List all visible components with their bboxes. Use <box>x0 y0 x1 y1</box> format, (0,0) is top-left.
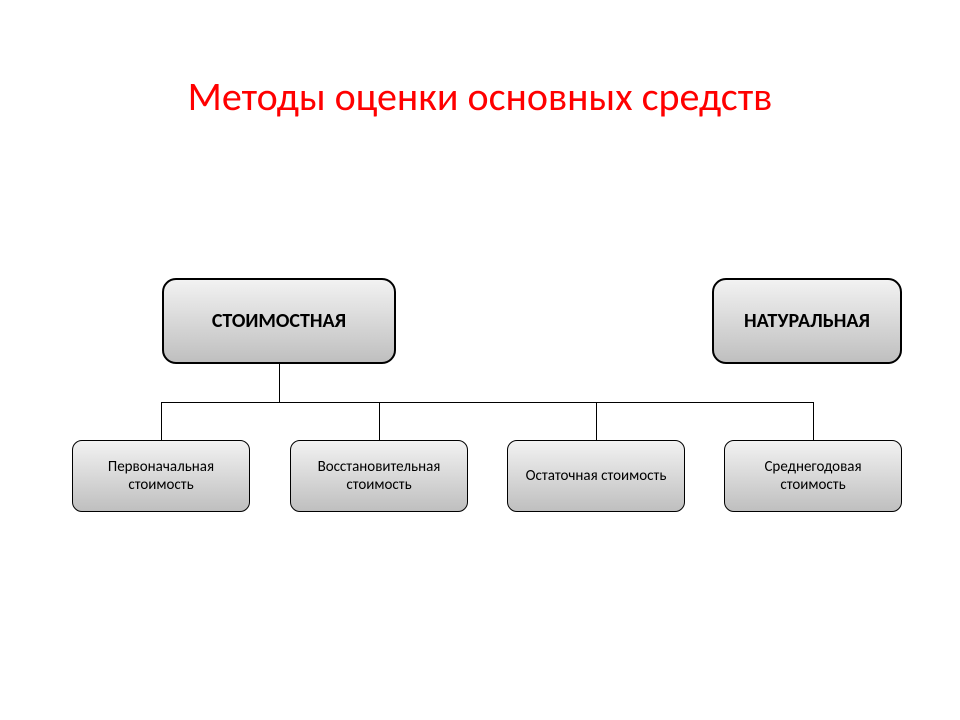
node-cost-based: СТОИМОСТНАЯ <box>162 278 396 364</box>
connector-child-0 <box>161 402 162 440</box>
node-initial-cost: Первоначальная стоимость <box>72 440 250 512</box>
node-initial-cost-label: Первоначальная стоимость <box>79 458 243 494</box>
connector-child-1 <box>379 402 380 440</box>
connector-child-2 <box>596 402 597 440</box>
node-replacement-cost-label: Восстановительная стоимость <box>297 458 461 494</box>
connector-bus <box>161 402 813 403</box>
node-residual-cost-label: Остаточная стоимость <box>526 467 667 485</box>
node-residual-cost: Остаточная стоимость <box>507 440 685 512</box>
connector-child-3 <box>813 402 814 440</box>
connector-parent-drop <box>279 364 280 402</box>
node-cost-based-label: СТОИМОСТНАЯ <box>212 309 346 333</box>
slide: Методы оценки основных средств СТОИМОСТН… <box>0 0 960 720</box>
node-natural: НАТУРАЛЬНАЯ <box>712 278 902 364</box>
node-replacement-cost: Восстановительная стоимость <box>290 440 468 512</box>
slide-title: Методы оценки основных средств <box>0 72 960 121</box>
node-avg-annual-cost-label: Среднегодовая стоимость <box>731 458 895 494</box>
node-avg-annual-cost: Среднегодовая стоимость <box>724 440 902 512</box>
node-natural-label: НАТУРАЛЬНАЯ <box>744 309 870 333</box>
